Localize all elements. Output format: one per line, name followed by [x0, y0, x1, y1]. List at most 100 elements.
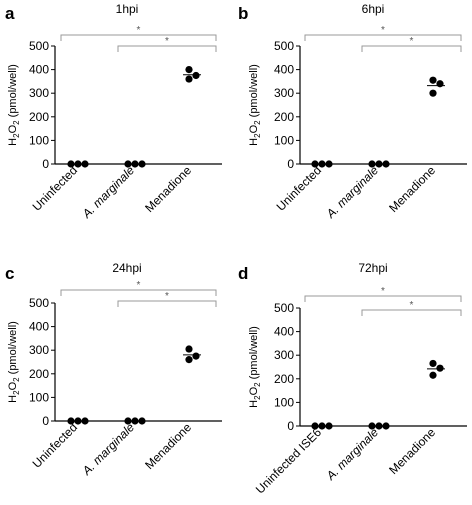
data-point [81, 160, 89, 168]
y-axis-label-part: 2 [253, 395, 262, 400]
data-point [124, 160, 132, 168]
data-point [185, 66, 193, 74]
y-tick-label: 0 [42, 414, 49, 428]
x-category-label: Menadione [142, 420, 194, 472]
y-axis-label: H2O2 (pmol/well) [7, 64, 21, 146]
panel-title: 6hpi [362, 2, 385, 16]
x-category-label: A. marginale [79, 420, 137, 478]
data-point [429, 76, 437, 84]
x-category-label: A. marginale [79, 163, 137, 221]
y-axis-label-part: 2 [12, 377, 21, 382]
data-point [138, 417, 146, 425]
y-tick-label: 500 [274, 301, 294, 315]
data-point [311, 422, 319, 430]
y-axis-label-part: H [248, 400, 260, 408]
y-tick-label: 400 [274, 325, 294, 339]
x-category-label: Menadione [142, 163, 194, 215]
y-axis-label-part: O [7, 381, 19, 390]
y-axis-label-part: 2 [253, 133, 262, 138]
x-category-label: Menadione [386, 163, 438, 215]
y-axis-label-part: H [7, 138, 19, 146]
data-point [124, 417, 132, 425]
significance-label: * [137, 25, 141, 36]
x-category-label: Uninfected [30, 420, 80, 470]
data-point [375, 422, 383, 430]
y-tick-label: 500 [274, 39, 294, 53]
significance-label: * [165, 291, 169, 302]
y-tick-label: 500 [29, 39, 49, 53]
y-tick-label: 500 [29, 296, 49, 310]
data-point [311, 160, 319, 168]
y-tick-label: 100 [29, 133, 49, 147]
y-axis-label-part: 2 [253, 382, 262, 387]
data-point [192, 71, 200, 80]
y-axis-label-part: H [7, 395, 19, 403]
data-point [382, 160, 390, 168]
significance-bracket [117, 45, 217, 52]
significance-bracket [117, 300, 217, 307]
y-axis-label-part: (pmol/well) [248, 326, 260, 382]
data-point [429, 359, 437, 368]
data-point [429, 89, 437, 97]
data-point [67, 160, 75, 168]
x-category-label: Uninfected ISE6 [253, 425, 324, 496]
y-tick-label: 0 [287, 419, 294, 433]
data-point [325, 422, 333, 430]
significance-bracket [361, 309, 462, 316]
y-axis-label-part: (pmol/well) [7, 64, 19, 120]
x-category-label: Uninfected [274, 163, 324, 213]
significance-label: * [410, 300, 414, 311]
y-tick-label: 300 [274, 86, 294, 100]
data-point [325, 160, 333, 168]
significance-label: * [410, 36, 414, 47]
data-point [382, 422, 390, 430]
significance-bracket [304, 34, 462, 41]
data-point [318, 160, 326, 168]
y-tick-label: 300 [29, 343, 49, 357]
y-axis-label-part: 2 [253, 120, 262, 125]
panel-letter: c [5, 264, 14, 283]
y-tick-label: 400 [29, 63, 49, 77]
y-tick-label: 200 [29, 110, 49, 124]
y-tick-label: 400 [274, 63, 294, 77]
x-category-label: Uninfected [30, 163, 80, 213]
significance-bracket [60, 289, 217, 296]
panel-letter: b [238, 4, 248, 23]
data-point [185, 75, 193, 83]
y-tick-label: 0 [42, 157, 49, 171]
y-axis-label-part: O [248, 124, 260, 133]
panel-letter: a [5, 4, 15, 23]
y-tick-label: 100 [274, 133, 294, 147]
data-point [192, 352, 200, 360]
significance-label: * [137, 280, 141, 291]
y-axis-label-part: H [248, 138, 260, 146]
x-category-label: A. marginale [323, 425, 381, 483]
data-point [375, 160, 383, 168]
data-point [67, 417, 75, 425]
data-point [436, 364, 444, 372]
y-axis-label-part: 2 [12, 120, 21, 125]
data-point [318, 422, 326, 430]
data-point [185, 345, 193, 353]
data-point [368, 160, 376, 168]
data-point [81, 417, 89, 425]
data-point [429, 371, 437, 379]
data-point [138, 160, 146, 168]
data-point [131, 417, 139, 425]
significance-bracket [361, 45, 462, 52]
data-point [131, 160, 139, 168]
y-axis-label-part: O [248, 386, 260, 395]
y-axis-label-part: (pmol/well) [248, 64, 260, 120]
panel-title: 72hpi [358, 261, 387, 275]
y-axis-label-part: (pmol/well) [7, 321, 19, 377]
data-point [74, 417, 82, 425]
y-axis-label-part: 2 [12, 390, 21, 395]
y-tick-label: 100 [29, 390, 49, 404]
y-axis-label: H2O2 (pmol/well) [248, 64, 262, 146]
y-axis-label: H2O2 (pmol/well) [7, 321, 21, 403]
panel-letter: d [238, 264, 248, 283]
